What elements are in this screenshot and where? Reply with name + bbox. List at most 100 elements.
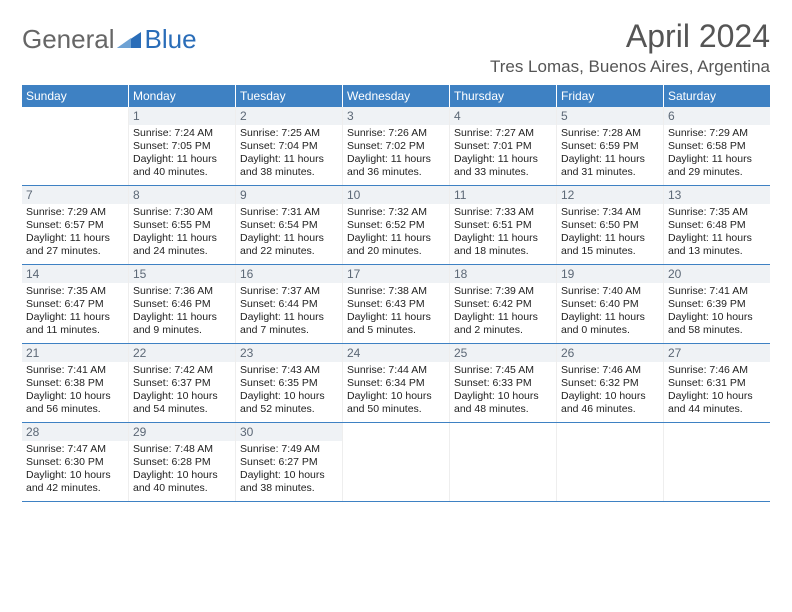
- day-cell: 30 Sunrise: 7:49 AMSunset: 6:27 PMDayligh…: [236, 423, 343, 501]
- day-cell: 21Sunrise: 7:41 AMSunset: 6:38 PMDayligh…: [22, 344, 129, 422]
- day-cell: .: [557, 423, 664, 501]
- day-info: Sunrise: 7:46 AMSunset: 6:31 PMDaylight:…: [668, 364, 766, 417]
- day-cell: 18 Sunrise: 7:39 AMSunset: 6:42 PMDayligh…: [450, 265, 557, 343]
- day-number: 26: [557, 344, 663, 362]
- day-cell: 12 Sunrise: 7:34 AMSunset: 6:50 PMDayligh…: [557, 186, 664, 264]
- day-cell: 23 Sunrise: 7:43 AMSunset: 6:35 PMDayligh…: [236, 344, 343, 422]
- day-cell: 27 Sunrise: 7:46 AMSunset: 6:31 PMDayligh…: [664, 344, 770, 422]
- day-cell: 24 Sunrise: 7:44 AMSunset: 6:34 PMDayligh…: [343, 344, 450, 422]
- day-info: Sunrise: 7:43 AMSunset: 6:35 PMDaylight:…: [240, 364, 338, 417]
- week-row: .1Sunrise: 7:24 AMSunset: 7:05 PMDayligh…: [22, 107, 770, 186]
- day-cell: 10Sunrise: 7:32 AMSunset: 6:52 PMDayligh…: [343, 186, 450, 264]
- day-info: Sunrise: 7:40 AMSunset: 6:40 PMDaylight:…: [561, 285, 659, 338]
- day-number: 2: [236, 107, 342, 125]
- day-info: Sunrise: 7:24 AMSunset: 7:05 PMDaylight:…: [133, 127, 231, 180]
- day-header: Tuesday: [236, 85, 343, 107]
- day-cell: 19 Sunrise: 7:40 AMSunset: 6:40 PMDayligh…: [557, 265, 664, 343]
- month-title: April 2024: [490, 18, 770, 55]
- day-number: 27: [664, 344, 770, 362]
- day-cell: 25 Sunrise: 7:45 AMSunset: 6:33 PMDayligh…: [450, 344, 557, 422]
- day-header-row: SundayMondayTuesdayWednesdayThursdayFrid…: [22, 85, 770, 107]
- day-info: Sunrise: 7:37 AMSunset: 6:44 PMDaylight:…: [240, 285, 338, 338]
- day-info: Sunrise: 7:29 AMSunset: 6:58 PMDaylight:…: [668, 127, 766, 180]
- day-info: Sunrise: 7:47 AMSunset: 6:30 PMDaylight:…: [26, 443, 124, 496]
- day-info: Sunrise: 7:26 AMSunset: 7:02 PMDaylight:…: [347, 127, 445, 180]
- day-cell: 5 Sunrise: 7:28 AMSunset: 6:59 PMDaylight…: [557, 107, 664, 185]
- day-info: Sunrise: 7:29 AMSunset: 6:57 PMDaylight:…: [26, 206, 124, 259]
- day-info: Sunrise: 7:35 AMSunset: 6:47 PMDaylight:…: [26, 285, 124, 338]
- day-cell: 8 Sunrise: 7:30 AMSunset: 6:55 PMDaylight…: [129, 186, 236, 264]
- day-number: 13: [664, 186, 770, 204]
- day-cell: .: [664, 423, 770, 501]
- location: Tres Lomas, Buenos Aires, Argentina: [490, 57, 770, 77]
- day-info: Sunrise: 7:38 AMSunset: 6:43 PMDaylight:…: [347, 285, 445, 338]
- day-cell: 2 Sunrise: 7:25 AMSunset: 7:04 PMDaylight…: [236, 107, 343, 185]
- day-cell: 13 Sunrise: 7:35 AMSunset: 6:48 PMDayligh…: [664, 186, 770, 264]
- day-number: 30: [236, 423, 342, 441]
- day-info: Sunrise: 7:33 AMSunset: 6:51 PMDaylight:…: [454, 206, 552, 259]
- day-number: 10: [343, 186, 449, 204]
- day-cell: 28 Sunrise: 7:47 AMSunset: 6:30 PMDayligh…: [22, 423, 129, 501]
- day-info: Sunrise: 7:49 AMSunset: 6:27 PMDaylight:…: [240, 443, 338, 496]
- day-number: 23: [236, 344, 342, 362]
- day-info: Sunrise: 7:45 AMSunset: 6:33 PMDaylight:…: [454, 364, 552, 417]
- day-info: Sunrise: 7:48 AMSunset: 6:28 PMDaylight:…: [133, 443, 231, 496]
- day-cell: 1Sunrise: 7:24 AMSunset: 7:05 PMDaylight…: [129, 107, 236, 185]
- day-header: Sunday: [22, 85, 129, 107]
- day-number: 8: [129, 186, 235, 204]
- calendar: SundayMondayTuesdayWednesdayThursdayFrid…: [22, 85, 770, 502]
- day-cell: 17Sunrise: 7:38 AMSunset: 6:43 PMDayligh…: [343, 265, 450, 343]
- day-number: 28: [22, 423, 128, 441]
- day-number: 18: [450, 265, 556, 283]
- day-info: Sunrise: 7:39 AMSunset: 6:42 PMDaylight:…: [454, 285, 552, 338]
- day-number: 5: [557, 107, 663, 125]
- day-number: 19: [557, 265, 663, 283]
- day-header: Wednesday: [343, 85, 450, 107]
- day-cell: .: [343, 423, 450, 501]
- day-cell: 7Sunrise: 7:29 AMSunset: 6:57 PMDaylight…: [22, 186, 129, 264]
- day-info: Sunrise: 7:31 AMSunset: 6:54 PMDaylight:…: [240, 206, 338, 259]
- day-header: Monday: [129, 85, 236, 107]
- day-header: Friday: [557, 85, 664, 107]
- day-number: 14: [22, 265, 128, 283]
- logo: General Blue: [22, 18, 197, 55]
- day-number: 12: [557, 186, 663, 204]
- day-number: 21: [22, 344, 128, 362]
- week-row: 21Sunrise: 7:41 AMSunset: 6:38 PMDayligh…: [22, 344, 770, 423]
- day-cell: 11Sunrise: 7:33 AMSunset: 6:51 PMDayligh…: [450, 186, 557, 264]
- day-cell: 9 Sunrise: 7:31 AMSunset: 6:54 PMDaylight…: [236, 186, 343, 264]
- day-info: Sunrise: 7:30 AMSunset: 6:55 PMDaylight:…: [133, 206, 231, 259]
- day-info: Sunrise: 7:28 AMSunset: 6:59 PMDaylight:…: [561, 127, 659, 180]
- day-info: Sunrise: 7:35 AMSunset: 6:48 PMDaylight:…: [668, 206, 766, 259]
- day-number: 25: [450, 344, 556, 362]
- day-number: 15: [129, 265, 235, 283]
- week-row: 28 Sunrise: 7:47 AMSunset: 6:30 PMDayligh…: [22, 423, 770, 502]
- day-cell: 6Sunrise: 7:29 AMSunset: 6:58 PMDaylight…: [664, 107, 770, 185]
- day-info: Sunrise: 7:44 AMSunset: 6:34 PMDaylight:…: [347, 364, 445, 417]
- day-cell: 22Sunrise: 7:42 AMSunset: 6:37 PMDayligh…: [129, 344, 236, 422]
- day-cell: 4Sunrise: 7:27 AMSunset: 7:01 PMDaylight…: [450, 107, 557, 185]
- day-header: Saturday: [664, 85, 770, 107]
- header: General Blue April 2024 Tres Lomas, Buen…: [22, 18, 770, 77]
- logo-text-2: Blue: [145, 24, 197, 55]
- day-info: Sunrise: 7:34 AMSunset: 6:50 PMDaylight:…: [561, 206, 659, 259]
- day-cell: .: [450, 423, 557, 501]
- day-number: 22: [129, 344, 235, 362]
- day-cell: 16 Sunrise: 7:37 AMSunset: 6:44 PMDayligh…: [236, 265, 343, 343]
- week-row: 14 Sunrise: 7:35 AMSunset: 6:47 PMDayligh…: [22, 265, 770, 344]
- day-info: Sunrise: 7:41 AMSunset: 6:39 PMDaylight:…: [668, 285, 766, 338]
- day-number: 3: [343, 107, 449, 125]
- day-cell: 26 Sunrise: 7:46 AMSunset: 6:32 PMDayligh…: [557, 344, 664, 422]
- day-number: 20: [664, 265, 770, 283]
- day-number: 16: [236, 265, 342, 283]
- day-info: Sunrise: 7:36 AMSunset: 6:46 PMDaylight:…: [133, 285, 231, 338]
- day-cell: 29 Sunrise: 7:48 AMSunset: 6:28 PMDayligh…: [129, 423, 236, 501]
- day-number: 9: [236, 186, 342, 204]
- day-info: Sunrise: 7:25 AMSunset: 7:04 PMDaylight:…: [240, 127, 338, 180]
- logo-triangle-icon: [117, 30, 143, 50]
- day-info: Sunrise: 7:46 AMSunset: 6:32 PMDaylight:…: [561, 364, 659, 417]
- logo-text-1: General: [22, 24, 115, 55]
- day-number: 24: [343, 344, 449, 362]
- day-cell: 20 Sunrise: 7:41 AMSunset: 6:39 PMDayligh…: [664, 265, 770, 343]
- day-number: 29: [129, 423, 235, 441]
